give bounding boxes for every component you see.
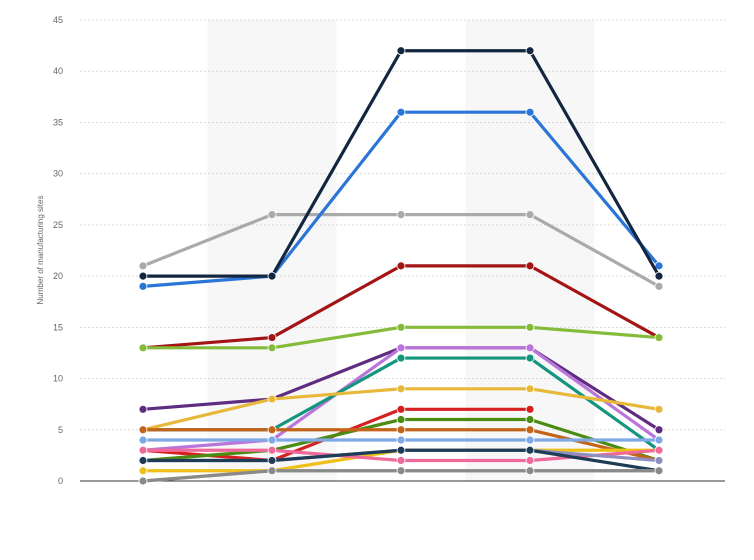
data-point — [396, 415, 406, 424]
data-point — [525, 353, 535, 363]
data-point — [138, 425, 148, 435]
data-point — [525, 466, 535, 476]
data-point — [525, 343, 535, 353]
data-point — [654, 425, 664, 435]
data-point — [396, 343, 406, 353]
data-point — [267, 343, 277, 353]
gridlines — [80, 19, 725, 431]
data-point — [267, 333, 277, 342]
data-point — [654, 435, 664, 445]
data-point — [396, 404, 406, 414]
data-point — [138, 435, 148, 445]
data-point — [396, 466, 406, 476]
series-3 — [138, 46, 664, 281]
data-point — [396, 425, 406, 435]
series-1 — [138, 210, 664, 291]
data-point — [525, 322, 535, 332]
data-point — [396, 210, 406, 220]
data-point — [525, 415, 535, 424]
data-point — [396, 322, 406, 332]
data-point — [654, 404, 664, 414]
data-point — [267, 271, 277, 281]
data-point — [267, 456, 277, 465]
data-point — [396, 456, 406, 465]
data-point — [138, 466, 148, 476]
data-point — [525, 384, 535, 394]
data-point — [396, 445, 406, 455]
data-point — [396, 384, 406, 394]
y-tick-label: 15 — [53, 322, 63, 332]
data-point — [525, 404, 535, 414]
y-tick-label: 35 — [53, 117, 63, 127]
data-point — [396, 435, 406, 445]
data-point — [654, 271, 664, 281]
y-tick-label: 5 — [58, 425, 63, 435]
data-point — [525, 445, 535, 455]
y-tick-label: 25 — [53, 220, 63, 230]
data-point — [267, 394, 277, 404]
data-point — [654, 445, 664, 455]
data-point — [267, 466, 277, 476]
data-point — [525, 435, 535, 445]
data-point — [396, 353, 406, 363]
data-point — [267, 445, 277, 455]
data-point — [396, 46, 406, 56]
data-point — [525, 210, 535, 220]
column-band — [207, 20, 337, 481]
data-point — [267, 425, 277, 435]
data-point — [654, 456, 664, 465]
series-13 — [138, 435, 664, 445]
y-tick-label: 45 — [53, 15, 63, 25]
data-point — [525, 107, 535, 117]
y-axis-title: Number of manufacturing sites — [36, 196, 45, 305]
data-point — [138, 445, 148, 455]
data-point — [138, 456, 148, 465]
data-point — [396, 261, 406, 271]
data-point — [138, 476, 148, 486]
data-point — [654, 333, 664, 342]
series-19 — [138, 466, 664, 486]
y-axis-ticks: 0 5 10 15 20 25 30 35 40 45 — [53, 15, 63, 486]
data-point — [525, 46, 535, 56]
data-point — [267, 210, 277, 220]
data-point — [396, 107, 406, 117]
data-point — [525, 425, 535, 435]
column-bands — [207, 20, 595, 481]
data-point — [138, 271, 148, 281]
data-point — [138, 343, 148, 353]
data-point — [654, 466, 664, 476]
y-tick-label: 0 — [58, 476, 63, 486]
data-point — [525, 456, 535, 465]
column-band — [465, 20, 595, 481]
y-tick-label: 40 — [53, 66, 63, 76]
data-point — [525, 261, 535, 271]
data-point — [654, 281, 664, 291]
series-5 — [138, 322, 664, 353]
data-point — [267, 435, 277, 445]
data-point — [138, 261, 148, 271]
data-point — [138, 404, 148, 414]
y-tick-label: 10 — [53, 374, 63, 384]
data-point — [654, 261, 664, 271]
data-point — [138, 281, 148, 291]
series-layer — [138, 46, 664, 486]
y-tick-label: 30 — [53, 169, 63, 179]
y-tick-label: 20 — [53, 271, 63, 281]
